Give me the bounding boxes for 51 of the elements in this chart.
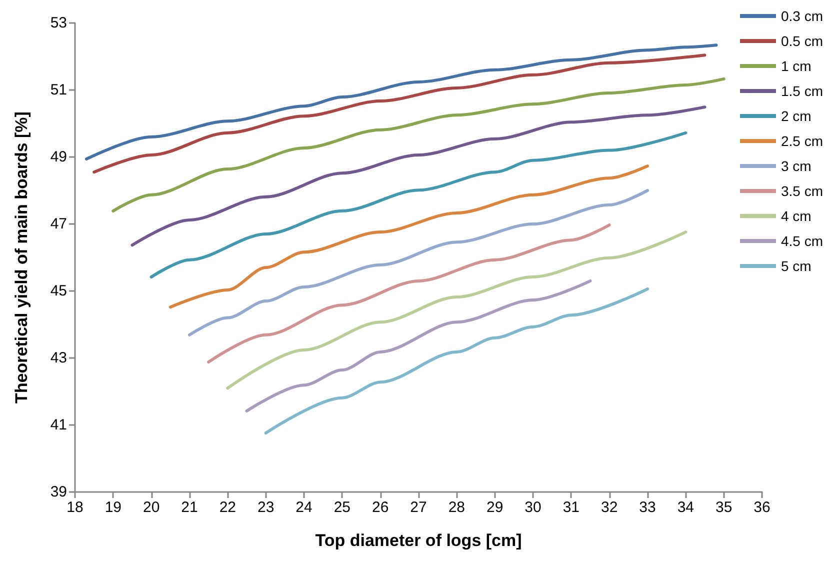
line-series <box>130 106 706 247</box>
legend-label: 4.5 cm <box>780 233 823 249</box>
x-tick-label: 25 <box>334 499 351 516</box>
x-tick-label: 35 <box>715 499 732 516</box>
line-series <box>245 279 592 412</box>
y-tick-label: 41 <box>50 416 67 434</box>
y-tick-label: 49 <box>50 148 67 166</box>
y-axis-title: Theoretical yield of main boards [%] <box>12 112 31 404</box>
x-tick-label: 21 <box>181 499 198 516</box>
legend-label: 1 cm <box>780 58 812 74</box>
line-series <box>84 44 718 161</box>
x-tick-label: 34 <box>677 499 694 516</box>
y-tick-label: 53 <box>50 14 67 32</box>
x-tick-label: 19 <box>104 499 122 516</box>
line-series <box>207 224 611 364</box>
legend-label: 4 cm <box>780 208 812 224</box>
x-tick-label: 20 <box>142 499 160 516</box>
line-series <box>112 77 726 212</box>
x-tick-label: 30 <box>524 499 542 516</box>
line-series <box>92 54 706 174</box>
x-tick-label: 26 <box>372 499 389 516</box>
x-tick-label: 32 <box>600 499 618 516</box>
x-tick-label: 31 <box>562 499 580 516</box>
legend-label: 3 cm <box>780 158 812 174</box>
x-tick-label: 36 <box>754 499 770 516</box>
line-series <box>150 131 688 278</box>
legend-label: 2 cm <box>780 108 812 124</box>
legend-label: 0.5 cm <box>780 33 823 49</box>
y-tick-label: 51 <box>50 82 67 98</box>
y-tick-label: 47 <box>50 216 67 232</box>
y-tick-label: 39 <box>50 484 67 500</box>
legend-label: 2.5 cm <box>780 133 823 149</box>
legend-label: 5 cm <box>780 258 812 274</box>
line-series <box>188 189 649 336</box>
line-series <box>226 230 688 390</box>
x-axis-title: Top diameter of logs [cm] <box>315 531 522 550</box>
x-tick-label: 23 <box>257 499 274 516</box>
x-tick-label: 33 <box>639 499 656 516</box>
x-tick-label: 28 <box>448 499 466 516</box>
x-tick-label: 18 <box>66 499 84 516</box>
x-tick-label: 24 <box>296 499 312 516</box>
line-series <box>264 287 649 435</box>
x-tick-label: 29 <box>486 499 504 516</box>
y-tick-label: 45 <box>50 282 67 300</box>
x-tick-label: 27 <box>410 499 427 516</box>
y-tick-label: 43 <box>50 350 67 366</box>
line-series <box>168 164 649 309</box>
legend-label: 0.3 cm <box>780 8 823 24</box>
legend-label: 1.5 cm <box>780 83 823 99</box>
legend-label: 3.5 cm <box>780 183 823 199</box>
x-tick-label: 22 <box>219 499 236 516</box>
